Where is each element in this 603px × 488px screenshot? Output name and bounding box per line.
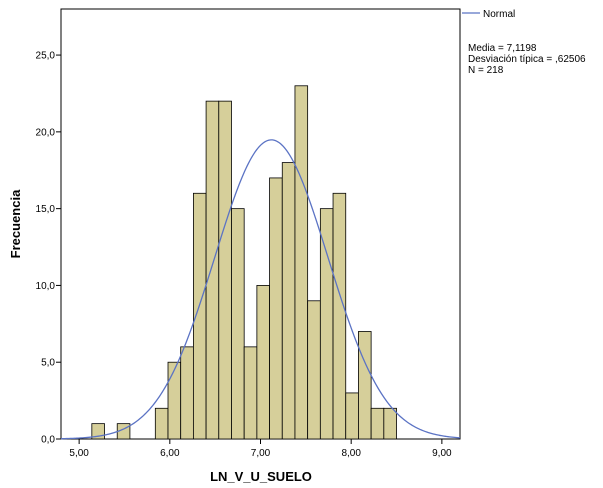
y-tick-label: 20,0 — [36, 127, 56, 138]
stat-mean: Media = 7,1198 — [468, 43, 537, 54]
y-axis: 0,0 5,0 10,0 15,0 20,0 25,0 — [36, 51, 61, 446]
normal-curve-line — [60, 139, 461, 440]
histogram-bar — [180, 346, 194, 440]
histogram-bar — [256, 285, 270, 440]
histogram-bar — [231, 208, 245, 440]
histogram-bar — [345, 392, 359, 440]
statistics-box: Media = 7,1198 Desviación típica = ,6250… — [468, 43, 586, 76]
legend: Normal — [462, 9, 515, 20]
y-tick-label: 0,0 — [41, 435, 55, 446]
histogram-bar — [167, 361, 182, 440]
x-tick-label: 7,00 — [251, 448, 271, 459]
stat-n: N = 218 — [468, 65, 504, 76]
histogram-bar — [154, 407, 169, 440]
x-axis-title: LN_V_U_SUELO — [210, 469, 312, 484]
histogram-bar — [332, 192, 347, 440]
histogram-bar — [307, 300, 321, 440]
histogram-bar — [281, 162, 296, 440]
histogram-bar — [358, 331, 372, 440]
y-axis-title: Frecuencia — [8, 189, 23, 258]
histogram-bar — [370, 407, 385, 440]
x-axis: 5,00 6,00 7,00 8,00 9,00 — [69, 439, 452, 459]
histogram-bar — [269, 177, 283, 440]
y-tick-label: 5,0 — [41, 358, 55, 369]
y-tick-label: 10,0 — [36, 281, 56, 292]
histogram-bar — [205, 100, 220, 440]
histogram-bar — [218, 100, 232, 440]
histogram-bar — [294, 85, 309, 440]
y-tick-label: 15,0 — [36, 204, 56, 215]
bars-group — [91, 85, 397, 440]
histogram-bar — [319, 208, 334, 440]
legend-normal-label: Normal — [483, 9, 515, 20]
x-tick-label: 8,00 — [341, 448, 361, 459]
y-tick-label: 25,0 — [36, 51, 56, 62]
stat-std-dev: Desviación típica = ,62506 — [468, 54, 586, 65]
x-tick-label: 9,00 — [432, 448, 452, 459]
histogram-bar — [243, 346, 258, 440]
histogram-bar — [383, 407, 397, 440]
x-tick-label: 6,00 — [160, 448, 180, 459]
x-tick-label: 5,00 — [69, 448, 89, 459]
